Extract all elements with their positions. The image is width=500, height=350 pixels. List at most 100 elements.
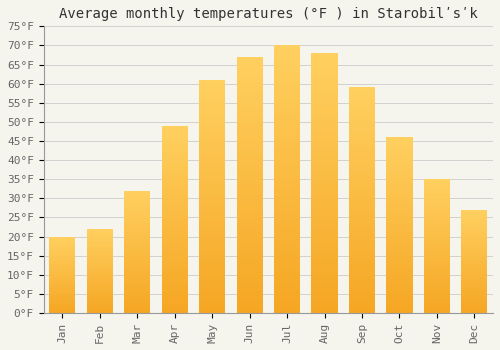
Bar [199, 182, 226, 185]
Bar [236, 172, 262, 175]
Bar [162, 198, 188, 201]
Bar [162, 210, 188, 212]
Bar [162, 264, 188, 266]
Bar [386, 291, 412, 293]
Bar [312, 85, 338, 89]
Bar [461, 300, 487, 301]
Bar [386, 278, 412, 280]
Bar [461, 290, 487, 291]
Bar [199, 153, 226, 156]
Bar [86, 310, 113, 311]
Bar [86, 275, 113, 276]
Bar [236, 236, 262, 239]
Bar [86, 278, 113, 279]
Bar [50, 308, 76, 309]
Bar [274, 209, 300, 213]
Bar [349, 158, 375, 161]
Bar [236, 303, 262, 307]
Bar [50, 269, 76, 270]
Bar [312, 170, 338, 173]
Bar [312, 199, 338, 203]
Bar [199, 199, 226, 202]
Bar [162, 126, 188, 128]
Bar [349, 99, 375, 101]
Bar [199, 176, 226, 179]
Bar [199, 170, 226, 173]
Bar [199, 234, 226, 237]
Bar [199, 126, 226, 130]
Bar [461, 271, 487, 272]
Bar [124, 262, 150, 264]
Bar [424, 263, 450, 265]
Bar [461, 216, 487, 218]
Bar [124, 215, 150, 217]
Bar [162, 273, 188, 275]
Bar [461, 310, 487, 312]
Bar [162, 250, 188, 252]
Bar [86, 240, 113, 241]
Bar [274, 126, 300, 129]
Bar [386, 260, 412, 262]
Bar [236, 57, 262, 60]
Bar [162, 194, 188, 196]
Bar [124, 241, 150, 243]
Bar [162, 271, 188, 273]
Bar [274, 233, 300, 236]
Bar [50, 254, 76, 255]
Bar [349, 220, 375, 223]
Bar [312, 271, 338, 274]
Bar [50, 294, 76, 295]
Bar [386, 267, 412, 269]
Bar [312, 60, 338, 63]
Bar [199, 89, 226, 91]
Bar [124, 275, 150, 276]
Bar [349, 189, 375, 192]
Bar [424, 285, 450, 286]
Bar [386, 159, 412, 161]
Bar [199, 109, 226, 112]
Bar [124, 208, 150, 209]
Bar [86, 233, 113, 234]
Bar [274, 79, 300, 82]
Bar [162, 306, 188, 308]
Bar [349, 169, 375, 172]
Bar [386, 232, 412, 234]
Bar [274, 270, 300, 273]
Bar [424, 254, 450, 256]
Bar [199, 103, 226, 106]
Bar [199, 138, 226, 141]
Bar [349, 282, 375, 285]
Bar [236, 256, 262, 259]
Bar [162, 259, 188, 261]
Bar [124, 295, 150, 296]
Bar [86, 253, 113, 254]
Bar [349, 231, 375, 234]
Bar [274, 122, 300, 126]
Bar [199, 299, 226, 301]
Bar [124, 235, 150, 237]
Bar [274, 46, 300, 49]
Bar [124, 278, 150, 279]
Bar [86, 265, 113, 266]
Bar [50, 261, 76, 262]
Bar [424, 266, 450, 268]
Bar [236, 140, 262, 143]
Bar [236, 147, 262, 150]
Bar [349, 121, 375, 124]
Bar [162, 268, 188, 271]
Bar [424, 216, 450, 218]
Bar [274, 223, 300, 226]
Bar [124, 266, 150, 267]
Bar [86, 257, 113, 258]
Bar [124, 191, 150, 192]
Bar [86, 243, 113, 244]
Bar [236, 169, 262, 172]
Bar [349, 104, 375, 107]
Bar [386, 201, 412, 203]
Bar [349, 135, 375, 138]
Bar [86, 259, 113, 260]
Bar [312, 232, 338, 235]
Bar [50, 278, 76, 279]
Bar [124, 195, 150, 197]
Bar [86, 289, 113, 290]
